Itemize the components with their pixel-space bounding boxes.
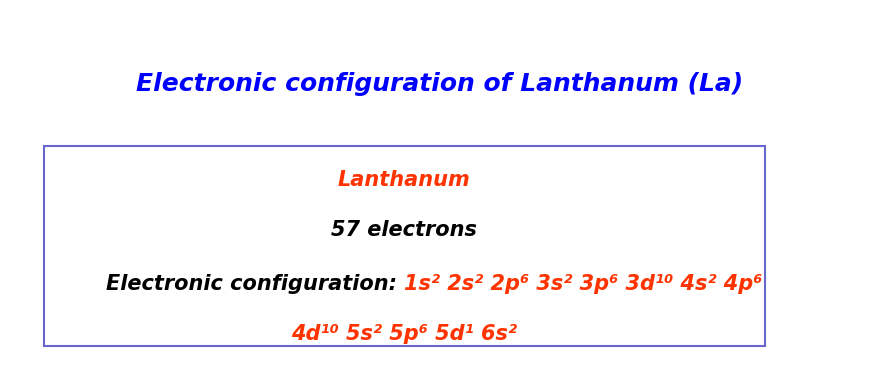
Text: Electronic configuration of Lanthanum (La): Electronic configuration of Lanthanum (L… <box>136 73 742 96</box>
FancyBboxPatch shape <box>44 146 764 346</box>
Text: 1s² 2s² 2p⁶ 3s² 3p⁶ 3d¹⁰ 4s² 4p⁶: 1s² 2s² 2p⁶ 3s² 3p⁶ 3d¹⁰ 4s² 4p⁶ <box>404 274 762 294</box>
Text: 57 electrons: 57 electrons <box>331 220 477 240</box>
Text: Electronic configuration:: Electronic configuration: <box>106 274 404 294</box>
Text: Lanthanum: Lanthanum <box>337 170 471 190</box>
Text: 4d¹⁰ 5s² 5p⁶ 5d¹ 6s²: 4d¹⁰ 5s² 5p⁶ 5d¹ 6s² <box>291 324 517 344</box>
